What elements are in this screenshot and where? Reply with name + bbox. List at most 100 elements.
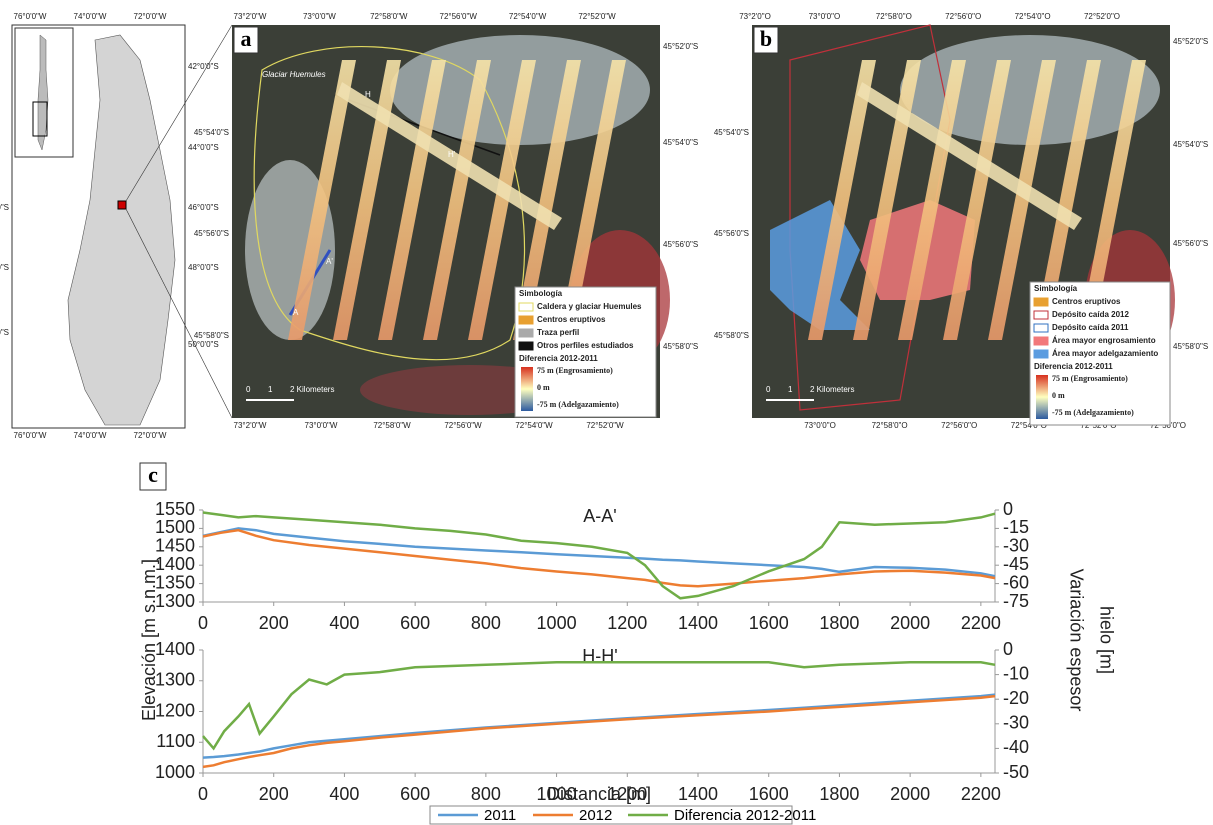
coordinate-label: 45°56'0"S <box>194 229 229 238</box>
y2-tick-label: -20 <box>1003 688 1029 708</box>
coordinate-label: 73°2'0"O <box>739 12 771 21</box>
y2-tick-label: -45 <box>1003 554 1029 574</box>
place-label: A <box>293 308 299 317</box>
x-tick-label: 1000 <box>537 613 577 633</box>
legend-label: Depósito caída 2012 <box>1052 310 1129 319</box>
coordinate-label: 72°0'0"W <box>134 431 167 440</box>
coordinate-label: 72°58'0"W <box>370 12 408 21</box>
x-tick-label: 2200 <box>961 613 1001 633</box>
legend-title: Simbología <box>1034 284 1078 293</box>
coordinate-label: 45°54'0"S <box>714 128 749 137</box>
coordinate-label: 45°54'0"S <box>663 138 698 147</box>
x-tick-label: 2000 <box>890 784 930 804</box>
x-tick-label: 1800 <box>819 613 859 633</box>
y2-tick-label: -10 <box>1003 663 1029 683</box>
x-tick-label: 1200 <box>607 784 647 804</box>
scale-label: 0 <box>766 385 771 394</box>
legend-label: Área mayor engrosamiento <box>1052 336 1156 345</box>
x-tick-label: 600 <box>400 784 430 804</box>
coordinate-label: 45°58'0"S <box>194 331 229 340</box>
legend-swatch <box>1034 311 1048 319</box>
coordinate-label: 42°0'0"S <box>188 62 219 71</box>
coordinate-label: 72°58'0"W <box>373 421 411 430</box>
x-tick-label: 800 <box>471 613 501 633</box>
legend-label: 2012 <box>579 807 612 824</box>
x-tick-label: 1600 <box>749 784 789 804</box>
y-tick-label: 1400 <box>155 639 195 659</box>
coordinate-label: 76°0'0"W <box>14 431 47 440</box>
scale-label: 2 Kilometers <box>810 385 854 394</box>
legend-label: Depósito caída 2011 <box>1052 323 1129 332</box>
y-tick-label: 1300 <box>155 670 195 690</box>
coordinate-label: 72°58'0"O <box>876 12 912 21</box>
coordinate-label: 76°0'0"W <box>14 12 47 21</box>
coordinate-label: 48°0'0"S <box>0 263 9 272</box>
place-label: A' <box>326 257 333 266</box>
panel-label: a <box>241 26 252 51</box>
x-tick-label: 2200 <box>961 784 1001 804</box>
scale-label: 1 <box>788 385 793 394</box>
place-label: Glaciar Huemules <box>262 70 326 79</box>
coordinate-label: 74°0'0"W <box>74 431 107 440</box>
coordinate-label: 50°0'0"S <box>0 328 9 337</box>
y-tick-label: 1500 <box>155 517 195 537</box>
y2-tick-label: -75 <box>1003 591 1029 611</box>
x-tick-label: 1800 <box>819 784 859 804</box>
data-line <box>203 696 995 767</box>
legend-label: Centros eruptivos <box>1052 297 1121 306</box>
legend-label: Caldera y glaciar Huemules <box>537 302 642 311</box>
coordinate-label: 72°54'0"W <box>515 421 553 430</box>
x-tick-label: 0 <box>198 613 208 633</box>
overview-map <box>12 25 232 428</box>
coordinate-label: 72°58'0"O <box>872 421 908 430</box>
legend-swatch <box>519 316 533 324</box>
coordinate-label: 73°0'0"O <box>809 12 841 21</box>
scale-label: 0 <box>246 385 251 394</box>
ramp-label: 0 m <box>537 383 550 392</box>
coordinate-label: 72°54'0"O <box>1015 12 1051 21</box>
legend-label: Diferencia 2012-2011 <box>674 807 816 824</box>
coordinate-label: 72°54'0"W <box>509 12 547 21</box>
y2-tick-label: -30 <box>1003 713 1029 733</box>
legend-label: Otros perfiles estudiados <box>537 341 634 350</box>
x-tick-label: 800 <box>471 784 501 804</box>
coordinate-label: 72°56'0"O <box>941 421 977 430</box>
place-label: H' <box>448 150 456 159</box>
coordinate-label: 72°56'0"W <box>440 12 478 21</box>
coordinate-label: 46°0'0"S <box>188 203 219 212</box>
x-tick-label: 2000 <box>890 613 930 633</box>
x-tick-label: 1600 <box>749 613 789 633</box>
y2-axis-title: Variación espesor <box>1066 569 1086 712</box>
y2-tick-label: -50 <box>1003 762 1029 782</box>
x-tick-label: 400 <box>329 613 359 633</box>
coordinate-label: 72°52'0"W <box>586 421 624 430</box>
color-ramp <box>521 367 533 411</box>
ramp-title: Diferencia 2012-2011 <box>1034 362 1113 371</box>
legend-swatch <box>519 303 533 311</box>
legend-title: Simbología <box>519 289 563 298</box>
coordinate-label: 72°52'0"O <box>1084 12 1120 21</box>
coordinate-label: 72°56'0"W <box>444 421 482 430</box>
coordinate-label: 73°2'0"W <box>234 421 267 430</box>
coordinate-label: 72°56'0"O <box>945 12 981 21</box>
coordinate-label: 73°0'0"W <box>303 12 336 21</box>
figure: Elevación [m s.n.m.] Variación espesor h… <box>0 0 1213 825</box>
ramp-label: -75 m (Adelgazamiento) <box>537 400 619 409</box>
legend-label: Área mayor adelgazamiento <box>1052 349 1158 358</box>
y-tick-label: 1200 <box>155 700 195 720</box>
data-line <box>203 528 995 576</box>
coordinate-label: 44°0'0"S <box>188 143 219 152</box>
ramp-label: -75 m (Adelgazamiento) <box>1052 408 1134 417</box>
legend-label: Traza perfil <box>537 328 579 337</box>
coordinate-label: 45°58'0"S <box>663 342 698 351</box>
y-tick-label: 1300 <box>155 591 195 611</box>
y2-tick-label: -15 <box>1003 517 1029 537</box>
y2-axis-title: hielo [m] <box>1096 606 1116 674</box>
color-ramp <box>1036 375 1048 419</box>
coordinate-label: 45°58'0"S <box>1173 342 1208 351</box>
y2-tick-label: 0 <box>1003 639 1013 659</box>
y2-tick-label: -60 <box>1003 572 1029 592</box>
legend-swatch <box>519 329 533 337</box>
scale-label: 2 Kilometers <box>290 385 334 394</box>
legend-swatch <box>1034 350 1048 358</box>
